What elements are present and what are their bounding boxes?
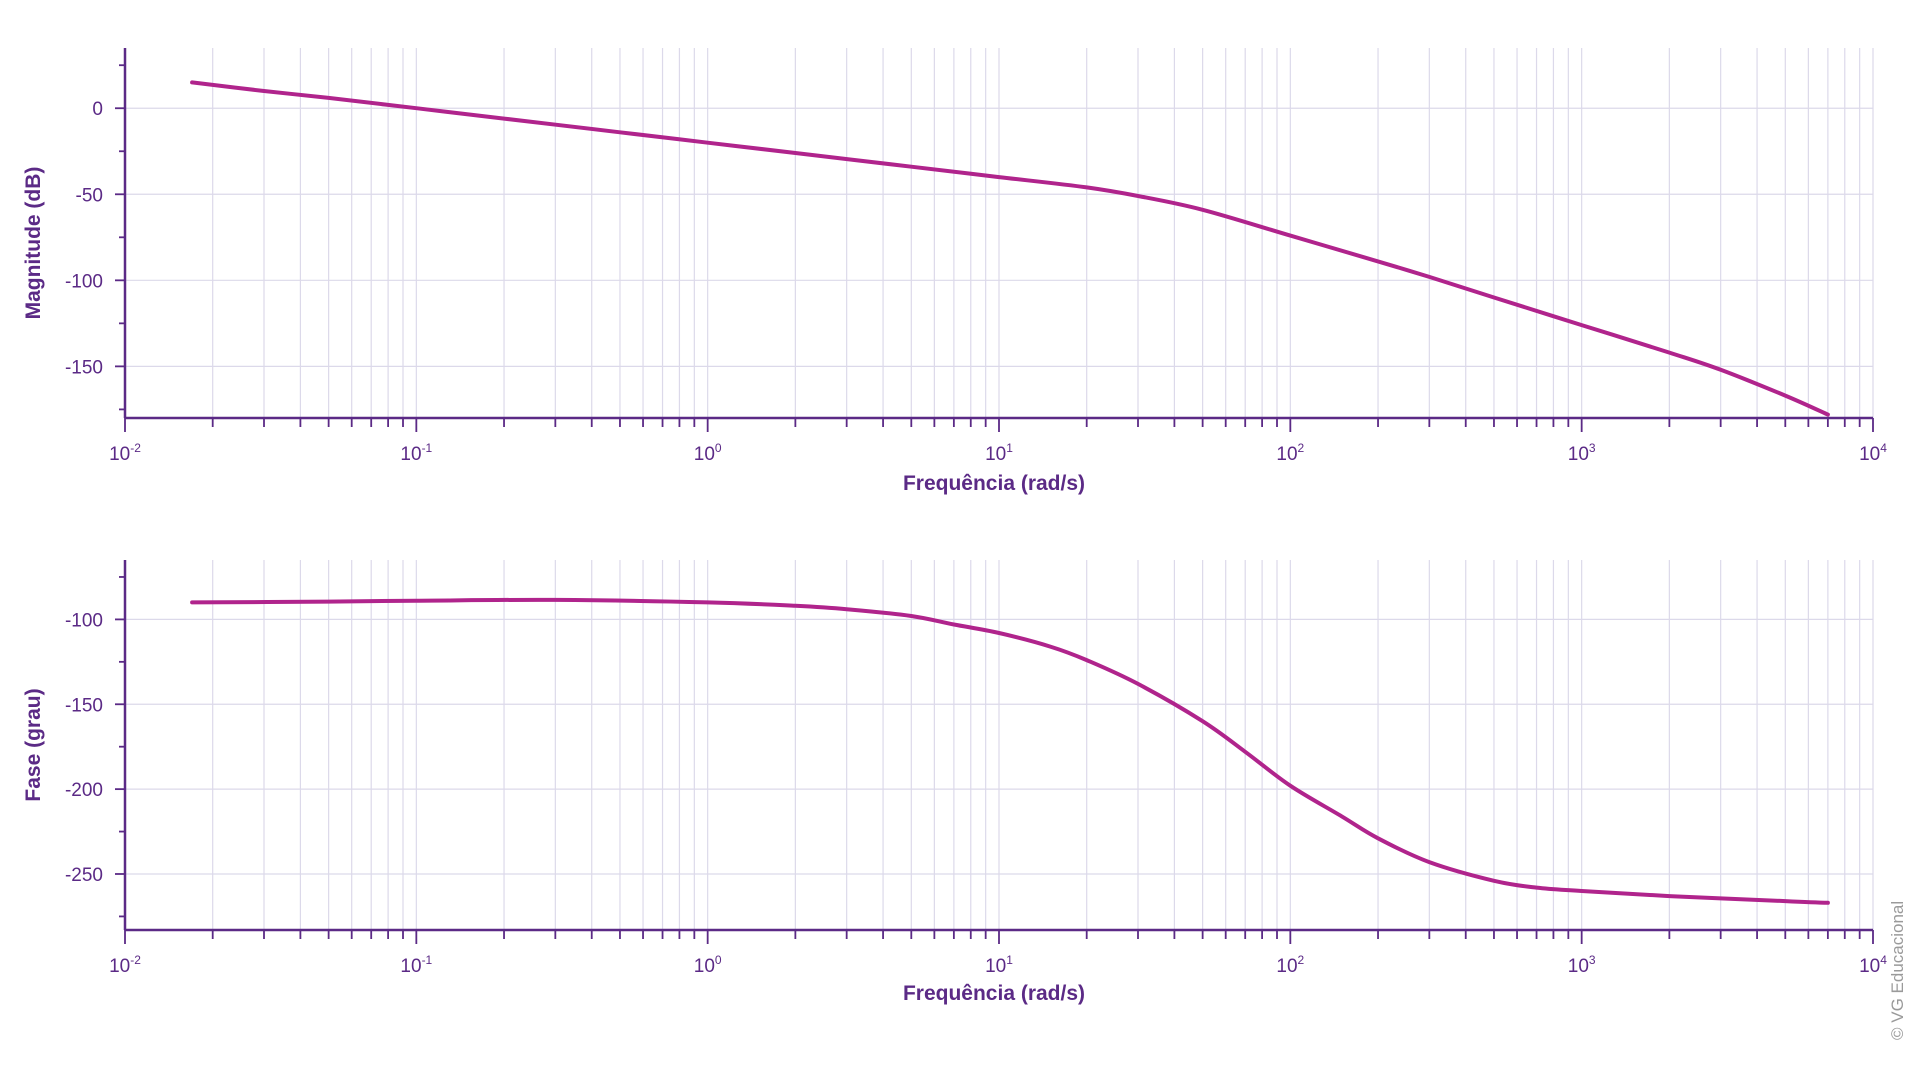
x-tick-label: 101 <box>985 953 1013 977</box>
phase-plot: -100 -150 -200 -250 10-2 10-1 100 101 102 103 104 F… <box>22 560 1887 1005</box>
x-tick-label: 10-1 <box>400 441 432 465</box>
magnitude-curve <box>190 80 1830 417</box>
x-tick-label: 104 <box>1859 953 1887 977</box>
x-tick-label: 10-1 <box>400 953 432 977</box>
y-tick-label: -200 <box>65 780 103 801</box>
y-tick-label: -100 <box>65 610 103 631</box>
y-axis-title: Magnitude (dB) <box>22 167 45 320</box>
x-tick-label: 103 <box>1568 953 1596 977</box>
y-tick-label: 0 <box>92 99 103 120</box>
x-tick-label: 100 <box>694 441 722 465</box>
magnitude-plot: 0 -50 -100 -150 10-2 10-1 100 101 102 103 104 Frequ… <box>22 48 1887 495</box>
copyright-notice: © VG Educacional <box>1888 900 1907 1040</box>
y-tick-label: -50 <box>76 185 103 206</box>
y-tick-label: -150 <box>65 357 103 378</box>
x-axis-title: Frequência (rad/s) <box>903 472 1085 495</box>
x-tick-label: 104 <box>1859 441 1887 465</box>
x-tick-label: 10-2 <box>109 441 141 465</box>
x-tick-label: 102 <box>1276 953 1304 977</box>
x-tick-label: 103 <box>1568 441 1596 465</box>
y-tick-label: -150 <box>65 695 103 716</box>
y-tick-label: -250 <box>65 865 103 886</box>
x-tick-label: 100 <box>694 953 722 977</box>
x-tick-label: 102 <box>1276 441 1304 465</box>
y-tick-label: -100 <box>65 271 103 292</box>
x-tick-label: 101 <box>985 441 1013 465</box>
x-axis-title: Frequência (rad/s) <box>903 982 1085 1005</box>
x-tick-label: 10-2 <box>109 953 141 977</box>
phase-curve <box>190 597 1830 905</box>
y-axis-title: Fase (grau) <box>22 688 45 801</box>
